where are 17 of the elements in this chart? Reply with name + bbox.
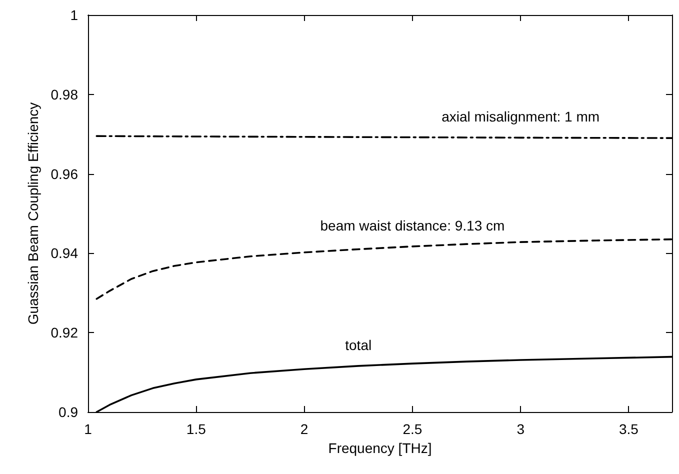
series-label: total xyxy=(345,336,372,353)
series-label: axial misalignment: 1 mm xyxy=(442,108,600,125)
x-tick-label: 3.5 xyxy=(619,421,639,437)
x-tick-label: 1.5 xyxy=(186,421,206,437)
y-tick-label: 0.94 xyxy=(50,245,78,262)
x-tick-label: 2 xyxy=(300,421,308,437)
x-tick-label: 3 xyxy=(516,421,525,437)
x-axis-title: Frequency [THz] xyxy=(328,440,432,456)
y-axis-title: Guassian Beam Coupling Efficiency xyxy=(24,102,41,325)
y-tick-label: 1 xyxy=(70,7,78,23)
x-tick-label: 2.5 xyxy=(402,421,422,437)
series-label: beam waist distance: 9.13 cm xyxy=(320,217,505,234)
y-tick-label: 0.9 xyxy=(58,404,78,420)
y-tick-label: 0.92 xyxy=(50,324,78,341)
y-tick-label: 0.98 xyxy=(50,86,78,102)
y-tick-label: 0.96 xyxy=(50,166,78,182)
x-tick-label: 1 xyxy=(84,421,92,437)
